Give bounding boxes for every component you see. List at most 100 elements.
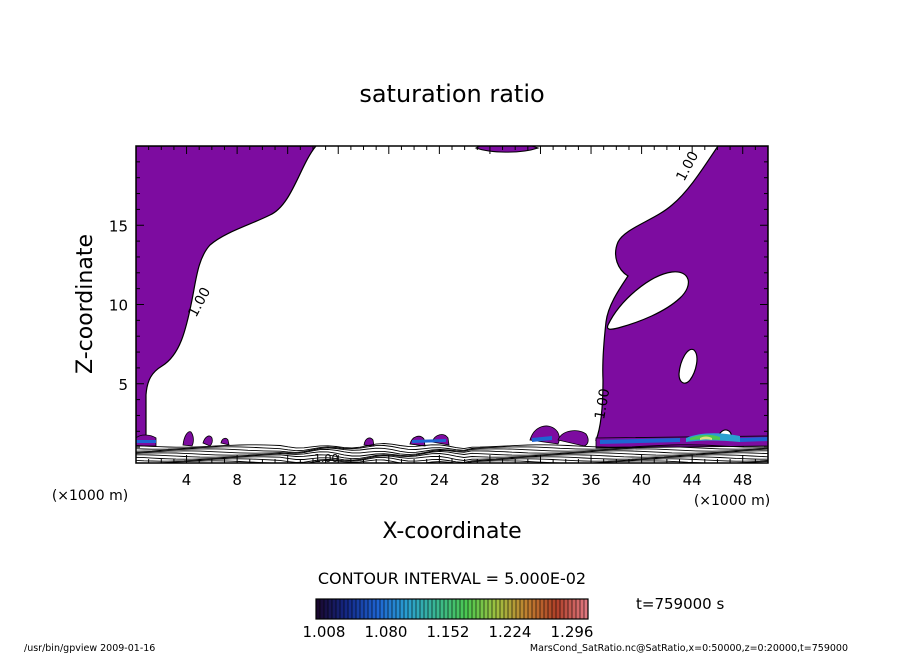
colorbar-strip <box>315 599 589 619</box>
colorbar-cell <box>452 599 457 619</box>
colorbar-cell <box>564 599 569 619</box>
x-tick-labels: 4 8 12 16 20 24 28 32 36 40 44 48 <box>182 471 752 489</box>
y-tick-labels: 5 10 15 <box>109 217 128 394</box>
y-tick-label: 15 <box>109 217 128 235</box>
colorbar-cell <box>480 599 485 619</box>
supersaturated-region-right <box>595 146 768 441</box>
colorbar-cell <box>476 599 481 619</box>
stable-layer-contour <box>136 443 768 450</box>
x-tick-label: 28 <box>480 471 499 489</box>
colorbar-cell <box>488 599 493 619</box>
x-unit-right: (×1000 m) <box>694 493 770 509</box>
colorbar-cell <box>444 599 449 619</box>
colorbar-cell <box>360 599 365 619</box>
time-label: t=759000 s <box>636 595 724 613</box>
colorbar-cell <box>320 599 325 619</box>
colorbar-cell <box>560 599 565 619</box>
x-tick-label: 32 <box>531 471 550 489</box>
colorbar-cell <box>340 599 345 619</box>
colorbar-cell <box>348 599 353 619</box>
colorbar-cell <box>424 599 429 619</box>
colorbar-cell <box>492 599 497 619</box>
stable-layer-contour <box>136 445 768 452</box>
colorbar-cell <box>556 599 561 619</box>
stable-layer-contour <box>136 453 768 460</box>
colorbar-cell <box>516 599 521 619</box>
colorbar-cell <box>448 599 453 619</box>
x-tick-label: 24 <box>430 471 449 489</box>
colorbar-cell <box>352 599 357 619</box>
x-unit-left: (×1000 m) <box>52 488 128 504</box>
x-tick-label: 12 <box>278 471 297 489</box>
colorbar-cell <box>576 599 581 619</box>
colorbar-cell <box>324 599 329 619</box>
colorbar-cell <box>472 599 477 619</box>
colorbar-cell <box>412 599 417 619</box>
y-tick-label: 10 <box>109 297 128 315</box>
footer-left: /usr/bin/gpview 2009-01-16 <box>24 643 155 654</box>
stable-layer-contour <box>136 450 768 457</box>
colorbar-cell <box>416 599 421 619</box>
near-surface-contour-lines <box>136 443 768 463</box>
colorbar-cell <box>584 599 589 619</box>
stable-layer-contour <box>136 455 768 461</box>
x-tick-label: 44 <box>683 471 702 489</box>
contour-label-bottom: 1.00 <box>314 452 339 465</box>
colorbar: 1.008 1.080 1.152 1.224 1.296 <box>303 598 594 641</box>
colorbar-cell <box>344 599 349 619</box>
colorbar-cell <box>484 599 489 619</box>
colorbar-cell <box>368 599 373 619</box>
contour-label-right-low: 1.00 <box>592 387 613 420</box>
supersaturated-blob-top <box>474 146 540 153</box>
colorbar-tick-label: 1.224 <box>489 623 532 641</box>
colorbar-cell <box>508 599 513 619</box>
colorbar-cell <box>524 599 529 619</box>
colorbar-cell <box>316 599 321 619</box>
high-saturation-band <box>136 433 768 444</box>
y-axis-label: Z-coordinate <box>73 234 98 374</box>
colorbar-cell <box>528 599 533 619</box>
colorbar-cell <box>548 599 553 619</box>
colorbar-cell <box>400 599 405 619</box>
colorbar-cell <box>332 599 337 619</box>
colorbar-cell <box>436 599 441 619</box>
colorbar-cell <box>408 599 413 619</box>
colorbar-cell <box>392 599 397 619</box>
colorbar-cell <box>540 599 545 619</box>
x-tick-label: 16 <box>329 471 348 489</box>
colorbar-cell <box>512 599 517 619</box>
x-axis-label: X-coordinate <box>382 519 521 544</box>
colorbar-tick-labels: 1.008 1.080 1.152 1.224 1.296 <box>303 623 594 641</box>
colorbar-cell <box>384 599 389 619</box>
colorbar-cell <box>376 599 381 619</box>
colorbar-tick-label: 1.296 <box>551 623 594 641</box>
supersaturated-region-left <box>136 146 317 441</box>
footer-right: MarsCond_SatRatio.nc@SatRatio,x=0:50000,… <box>530 643 848 654</box>
colorbar-cell <box>520 599 525 619</box>
colorbar-cell <box>580 599 585 619</box>
x-tick-label: 40 <box>632 471 651 489</box>
colorbar-cell <box>500 599 505 619</box>
colorbar-cell <box>328 599 333 619</box>
colorbar-cell <box>388 599 393 619</box>
stable-layer-contour <box>136 448 768 456</box>
x-tick-label: 8 <box>232 471 242 489</box>
colorbar-frame <box>315 598 589 620</box>
colorbar-cell <box>440 599 445 619</box>
axis-ticks <box>136 146 768 463</box>
colorbar-cell <box>460 599 465 619</box>
colorbar-cell <box>420 599 425 619</box>
colorbar-cell <box>432 599 437 619</box>
colorbar-cell <box>372 599 377 619</box>
colorbar-cell <box>356 599 361 619</box>
contour-interval: CONTOUR INTERVAL = 5.000E-02 <box>318 569 586 588</box>
colorbar-cell <box>568 599 573 619</box>
x-tick-label: 20 <box>379 471 398 489</box>
colorbar-cell <box>428 599 433 619</box>
colorbar-cell <box>536 599 541 619</box>
stable-layer-contour <box>136 459 768 463</box>
y-tick-label: 5 <box>118 376 128 394</box>
colorbar-cell <box>552 599 557 619</box>
x-tick-label: 48 <box>733 471 752 489</box>
